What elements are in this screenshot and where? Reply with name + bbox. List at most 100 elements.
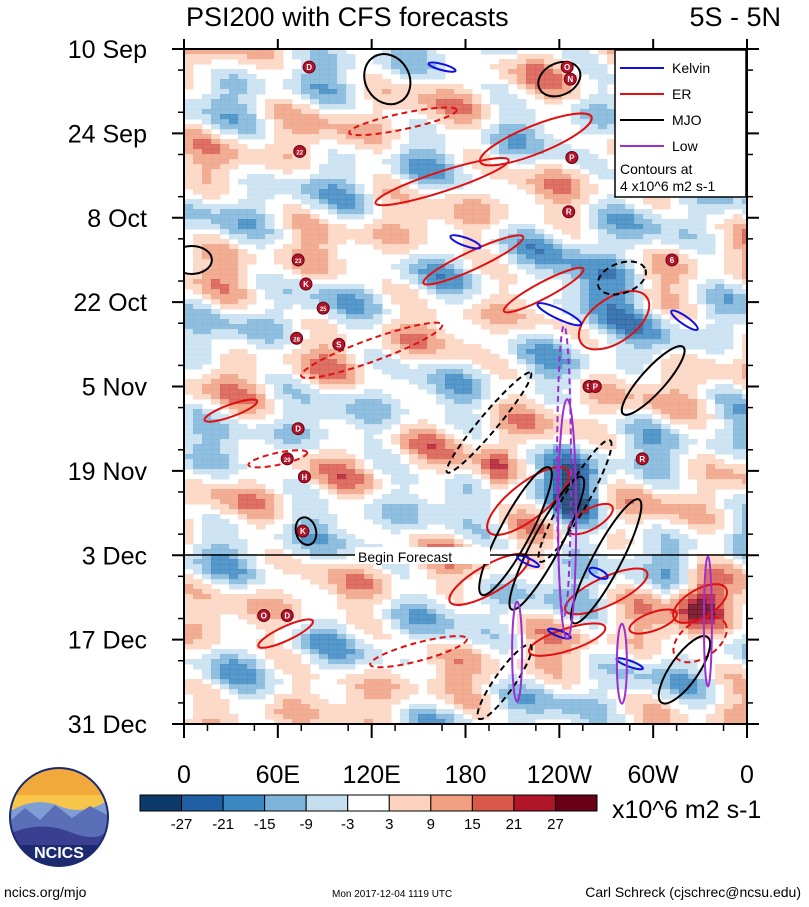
shade-cell	[256, 394, 266, 400]
shade-cell	[733, 549, 743, 555]
shade-cell	[247, 74, 257, 80]
shade-cell	[724, 259, 734, 265]
shade-cell	[382, 64, 392, 70]
shade-cell	[328, 79, 338, 85]
shade-cell	[661, 284, 671, 290]
shade-cell	[328, 64, 338, 70]
shade-cell	[229, 349, 239, 355]
shade-cell	[391, 164, 401, 170]
shade-cell	[211, 574, 221, 580]
shade-cell	[427, 379, 437, 385]
shade-cell	[697, 359, 707, 365]
shade-cell	[571, 214, 581, 220]
shade-cell	[625, 589, 635, 595]
shade-cell	[463, 214, 473, 220]
shade-cell	[274, 304, 284, 310]
shade-cell	[319, 274, 329, 280]
shade-cell	[643, 529, 653, 535]
shade-cell	[310, 364, 320, 370]
shade-cell	[184, 274, 194, 280]
shade-cell	[490, 464, 500, 470]
shade-cell	[607, 119, 617, 125]
shade-cell	[283, 99, 293, 105]
shade-cell	[517, 54, 527, 60]
shade-cell	[337, 554, 347, 560]
shade-cell	[472, 499, 482, 505]
shade-cell	[589, 404, 599, 410]
shade-cell	[715, 329, 725, 335]
shade-cell	[724, 289, 734, 295]
shade-cell	[715, 339, 725, 345]
shade-cell	[544, 484, 554, 490]
shade-cell	[301, 399, 311, 405]
shade-cell	[643, 504, 653, 510]
shade-cell	[670, 504, 680, 510]
shade-cell	[652, 554, 662, 560]
shade-cell	[301, 89, 311, 95]
shade-cell	[607, 484, 617, 490]
shade-cell	[301, 404, 311, 410]
shade-cell	[310, 474, 320, 480]
shade-cell	[292, 399, 302, 405]
shade-cell	[598, 509, 608, 515]
shade-cell	[724, 584, 734, 590]
shade-cell	[715, 369, 725, 375]
shade-cell	[490, 354, 500, 360]
shade-cell	[661, 549, 671, 555]
shade-cell	[535, 414, 545, 420]
shade-cell	[508, 114, 518, 120]
shade-cell	[184, 174, 194, 180]
shade-cell	[607, 199, 617, 205]
shade-cell	[346, 179, 356, 185]
shade-cell	[706, 439, 716, 445]
shade-cell	[706, 389, 716, 395]
shade-cell	[319, 84, 329, 90]
shade-cell	[715, 434, 725, 440]
shade-cell	[283, 304, 293, 310]
shade-cell	[697, 204, 707, 210]
shade-cell	[382, 584, 392, 590]
shade-cell	[634, 499, 644, 505]
shade-cell	[598, 94, 608, 100]
shade-cell	[526, 549, 536, 555]
shade-cell	[679, 359, 689, 365]
shade-cell	[472, 219, 482, 225]
shade-cell	[364, 294, 374, 300]
shade-cell	[229, 429, 239, 435]
shade-cell	[274, 339, 284, 345]
shade-cell	[409, 84, 419, 90]
shade-cell	[436, 134, 446, 140]
shade-cell	[742, 479, 747, 485]
shade-cell	[328, 359, 338, 365]
shade-cell	[328, 569, 338, 575]
shade-cell	[499, 289, 509, 295]
shade-cell	[688, 339, 698, 345]
shade-cell	[697, 294, 707, 300]
shade-cell	[670, 294, 680, 300]
shade-cell	[661, 219, 671, 225]
shade-cell	[445, 159, 455, 165]
shade-cell	[193, 249, 203, 255]
shade-cell	[409, 274, 419, 280]
shade-cell	[562, 249, 572, 255]
shade-cell	[463, 389, 473, 395]
shade-cell	[607, 544, 617, 550]
shade-cell	[409, 139, 419, 145]
shade-cell	[427, 439, 437, 445]
shade-cell	[670, 389, 680, 395]
shade-cell	[256, 589, 266, 595]
shade-cell	[535, 409, 545, 415]
shade-cell	[256, 194, 266, 200]
shade-cell	[355, 204, 365, 210]
shade-cell	[409, 314, 419, 320]
shade-cell	[661, 504, 671, 510]
shade-cell	[652, 264, 662, 270]
shade-cell	[364, 504, 374, 510]
shade-cell	[508, 374, 518, 380]
shade-cell	[616, 544, 626, 550]
shade-cell	[562, 529, 572, 535]
shade-cell	[526, 84, 536, 90]
shade-cell	[283, 319, 293, 325]
shade-cell	[283, 594, 293, 600]
shade-cell	[319, 534, 329, 540]
